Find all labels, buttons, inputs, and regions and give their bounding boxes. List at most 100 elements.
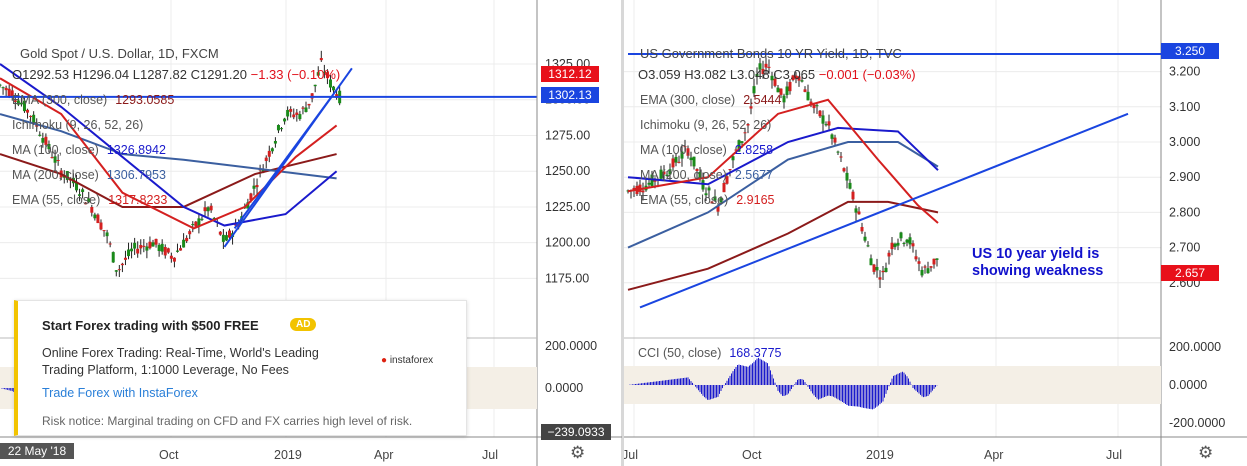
yield-chart-title: US Government Bonds 10 YR Yield, 1D, TVC xyxy=(640,46,902,61)
candle-body xyxy=(821,115,825,124)
ohlc-change: −1.33 (−0.10%) xyxy=(250,67,341,82)
ohlc-low: L3.048 xyxy=(729,67,770,82)
ema-55-line xyxy=(0,77,338,230)
candle-body xyxy=(0,84,2,86)
candle-body xyxy=(929,266,933,268)
candle-body xyxy=(114,270,118,272)
candle-body xyxy=(770,75,774,81)
candle-body xyxy=(56,160,60,162)
candle-body xyxy=(668,169,672,175)
crosshair-date-tag: 22 May '18 xyxy=(0,443,74,459)
candle-body xyxy=(875,267,879,271)
y-tick-label: 1275.00 xyxy=(545,128,590,142)
candle-body xyxy=(764,63,768,68)
candle-body xyxy=(731,156,735,161)
candle-body xyxy=(276,125,280,131)
indicator-legend-item: Ichimoku (9, 26, 52, 26) xyxy=(640,118,779,132)
candle-body xyxy=(65,171,69,180)
candle-body xyxy=(280,128,284,130)
candle-body xyxy=(148,241,152,249)
candle-body xyxy=(935,258,939,260)
x-tick-label: 2019 xyxy=(274,448,302,462)
candle-body xyxy=(728,169,732,171)
indicator-value: 1326.8942 xyxy=(106,143,166,157)
x-tick-label: Jul xyxy=(624,448,638,462)
candle-body xyxy=(860,227,864,232)
y-tick-label: 3.000 xyxy=(1169,135,1200,149)
indicator-label: EMA (55, close) xyxy=(640,193,729,207)
indicator-value: 1293.0585 xyxy=(115,93,175,107)
candle-body xyxy=(671,158,675,168)
indicator-label: MA (100, close) xyxy=(640,143,727,157)
ad-link[interactable]: Trade Forex with InstaForex xyxy=(42,386,198,400)
candle-body xyxy=(283,118,287,122)
candle-body xyxy=(50,157,54,159)
candle-body xyxy=(761,68,765,75)
candle-body xyxy=(734,149,738,151)
candle-body xyxy=(752,86,756,94)
candle-body xyxy=(839,156,843,158)
ohlc-high: H3.082 xyxy=(684,67,727,82)
candle-body xyxy=(689,157,693,161)
candle-body xyxy=(166,248,170,253)
candle-body xyxy=(722,182,726,193)
indicator-legend-item: MA (200, close) 2.5677 xyxy=(640,168,773,182)
candle-body xyxy=(41,138,45,143)
candle-body xyxy=(866,245,870,247)
candle-body xyxy=(261,168,265,173)
settings-gear-icon[interactable]: ⚙ xyxy=(570,443,586,462)
candle-body xyxy=(307,103,311,106)
gold-chart-pane[interactable]: 1325.001300.001275.001250.001225.001200.… xyxy=(0,0,622,466)
candle-body xyxy=(270,148,274,152)
cci-legend: CCI (50, close) 168.3775 xyxy=(638,346,782,360)
indicator-legend-item: EMA (55, close) 2.9165 xyxy=(640,193,774,207)
candle-body xyxy=(4,87,8,91)
settings-gear-icon[interactable]: ⚙ xyxy=(1198,443,1214,462)
candle-body xyxy=(16,100,20,105)
ohlc-change: −0.001 (−0.03%) xyxy=(818,67,916,82)
candle-body xyxy=(75,181,78,191)
candle-body xyxy=(249,193,253,201)
candle-body xyxy=(120,263,124,266)
ad-banner[interactable]: Start Forex trading with $500 FREE AD On… xyxy=(14,300,467,436)
candle-body xyxy=(273,140,277,144)
ohlc-open: O1292.53 xyxy=(12,67,70,82)
candle-body xyxy=(827,121,831,126)
osc-tick-label: 0.0000 xyxy=(545,381,583,395)
x-tick-label: Jul xyxy=(482,448,498,462)
candle-body xyxy=(803,89,807,92)
candle-body xyxy=(301,107,305,109)
candle-body xyxy=(224,235,228,241)
candle-body xyxy=(84,202,88,205)
candle-body xyxy=(246,202,250,209)
indicator-label: Ichimoku (9, 26, 52, 26) xyxy=(640,118,772,132)
candle-body xyxy=(328,79,332,88)
candle-body xyxy=(175,250,179,252)
candle-body xyxy=(659,169,663,179)
candle-body xyxy=(26,109,30,113)
y-tick-label: 2.900 xyxy=(1169,170,1200,184)
candle-body xyxy=(833,137,837,143)
x-tick-label: Jul xyxy=(1106,448,1122,462)
candle-body xyxy=(99,222,103,230)
ma-100-line xyxy=(627,126,939,186)
candle-body xyxy=(310,93,314,99)
candle-body xyxy=(782,95,786,103)
yield-chart-pane[interactable]: 3.200 3.100 3.000 2.900 2.800 2.700 2.600 Jul Oc… xyxy=(624,0,1247,466)
candle-body xyxy=(38,134,42,136)
candle-body xyxy=(157,244,161,252)
ema-55-line xyxy=(627,98,939,224)
candle-body xyxy=(102,230,106,232)
candle-body xyxy=(725,176,729,184)
candle-body xyxy=(298,114,302,120)
candle-body xyxy=(252,185,256,189)
trendline-1 xyxy=(223,67,353,248)
candle-body xyxy=(10,90,14,97)
candle-body xyxy=(773,78,777,86)
candle-body xyxy=(179,248,183,251)
gold-price-tag-1: 1312.12 xyxy=(541,66,599,82)
candle-body xyxy=(809,101,813,106)
ema-300-line xyxy=(627,200,939,291)
candle-body xyxy=(209,205,213,211)
